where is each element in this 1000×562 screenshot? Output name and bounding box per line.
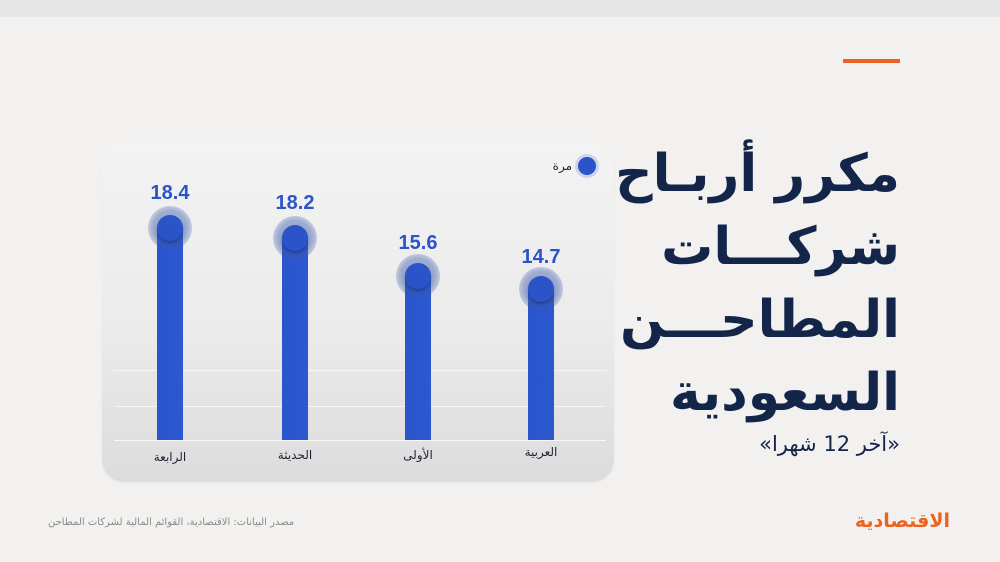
title-line-1: مكرر أربـاح xyxy=(615,144,900,204)
bar xyxy=(405,276,431,440)
value-label: 15.6 xyxy=(398,232,438,254)
chart-card: مرة 18.4 الرابعة 18.2 الحديثة 15.6 الأول… xyxy=(102,142,614,482)
source-note: مصدر البيانات: الاقتصادية، القوائم المال… xyxy=(48,517,295,528)
category-label: الرابعة xyxy=(153,450,187,464)
chart-legend: مرة xyxy=(553,157,596,175)
value-label: 18.2 xyxy=(275,192,315,214)
bar-group: 18.4 الرابعة xyxy=(140,142,200,482)
gridline xyxy=(114,406,606,407)
bar xyxy=(157,228,183,440)
gridline xyxy=(114,370,606,371)
bar-marker-dot xyxy=(157,215,183,241)
legend-label: مرة xyxy=(552,159,572,173)
bar-marker-dot xyxy=(282,225,308,251)
bar xyxy=(528,290,554,440)
bar-marker-dot xyxy=(528,276,554,302)
value-label: 18.4 xyxy=(150,182,190,204)
page-title: مكرر أربـاح شركـــات المطاحـــن السعودية xyxy=(580,138,900,430)
accent-line xyxy=(843,59,900,63)
value-label: 14.7 xyxy=(521,246,561,268)
category-label: الأولى xyxy=(403,448,433,462)
top-band xyxy=(0,0,1000,17)
bar xyxy=(282,238,308,440)
title-line-2: شركـــات xyxy=(661,217,900,277)
legend-dot-icon xyxy=(578,157,596,175)
bar-group: 15.6 الأولى xyxy=(388,142,448,482)
brand-logo: الاقتصادية xyxy=(854,510,951,532)
category-label: الحديثة xyxy=(277,448,313,462)
title-line-3: المطاحـــن xyxy=(620,290,900,350)
title-line-4: السعودية xyxy=(670,363,900,423)
category-label: العربية xyxy=(524,445,558,459)
chart-baseline xyxy=(114,440,606,441)
bar-marker-dot xyxy=(405,263,431,289)
bar-group: 14.7 العربية xyxy=(511,142,571,482)
bar-group: 18.2 الحديثة xyxy=(265,142,325,482)
subtitle: «آخر 12 شهرا» xyxy=(759,432,900,456)
